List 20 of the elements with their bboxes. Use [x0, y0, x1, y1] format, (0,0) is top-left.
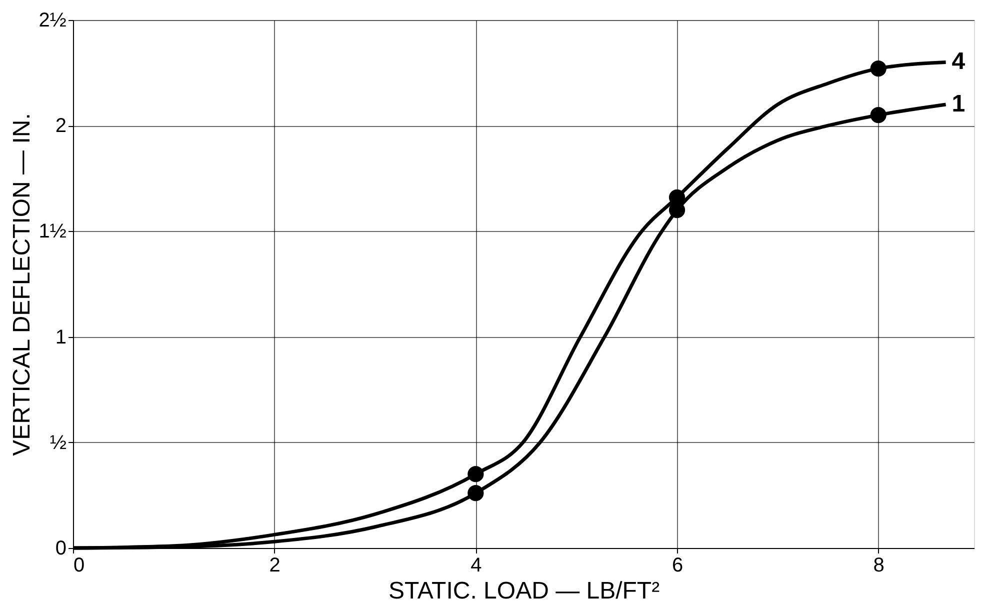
point: [870, 60, 886, 77]
y-axis-title: VERTICAL DEFLECTION — IN.: [8, 113, 36, 456]
point: [870, 106, 886, 124]
x-tick-label: 8: [873, 554, 884, 576]
x-tick-label: 4: [470, 554, 482, 576]
series-label: 4: [952, 48, 966, 76]
y-tick-label: 2: [55, 115, 66, 138]
point: [668, 202, 686, 218]
y-tick-label: 2½: [38, 10, 67, 32]
x-tick-label: 0: [74, 554, 85, 576]
x-axis-title: STATIC. LOAD — LB/FT²: [388, 578, 660, 604]
y-tick-label: 0: [55, 538, 66, 560]
y-tick-label: 1: [55, 326, 66, 348]
point: [468, 485, 484, 502]
series-label: 1: [952, 90, 966, 118]
y-tick-label: 1½: [38, 220, 67, 243]
y-tick-label: ½: [50, 432, 67, 454]
x-tick-label: 2: [269, 554, 280, 576]
point: [468, 466, 484, 482]
x-tick-label: 6: [672, 554, 684, 576]
